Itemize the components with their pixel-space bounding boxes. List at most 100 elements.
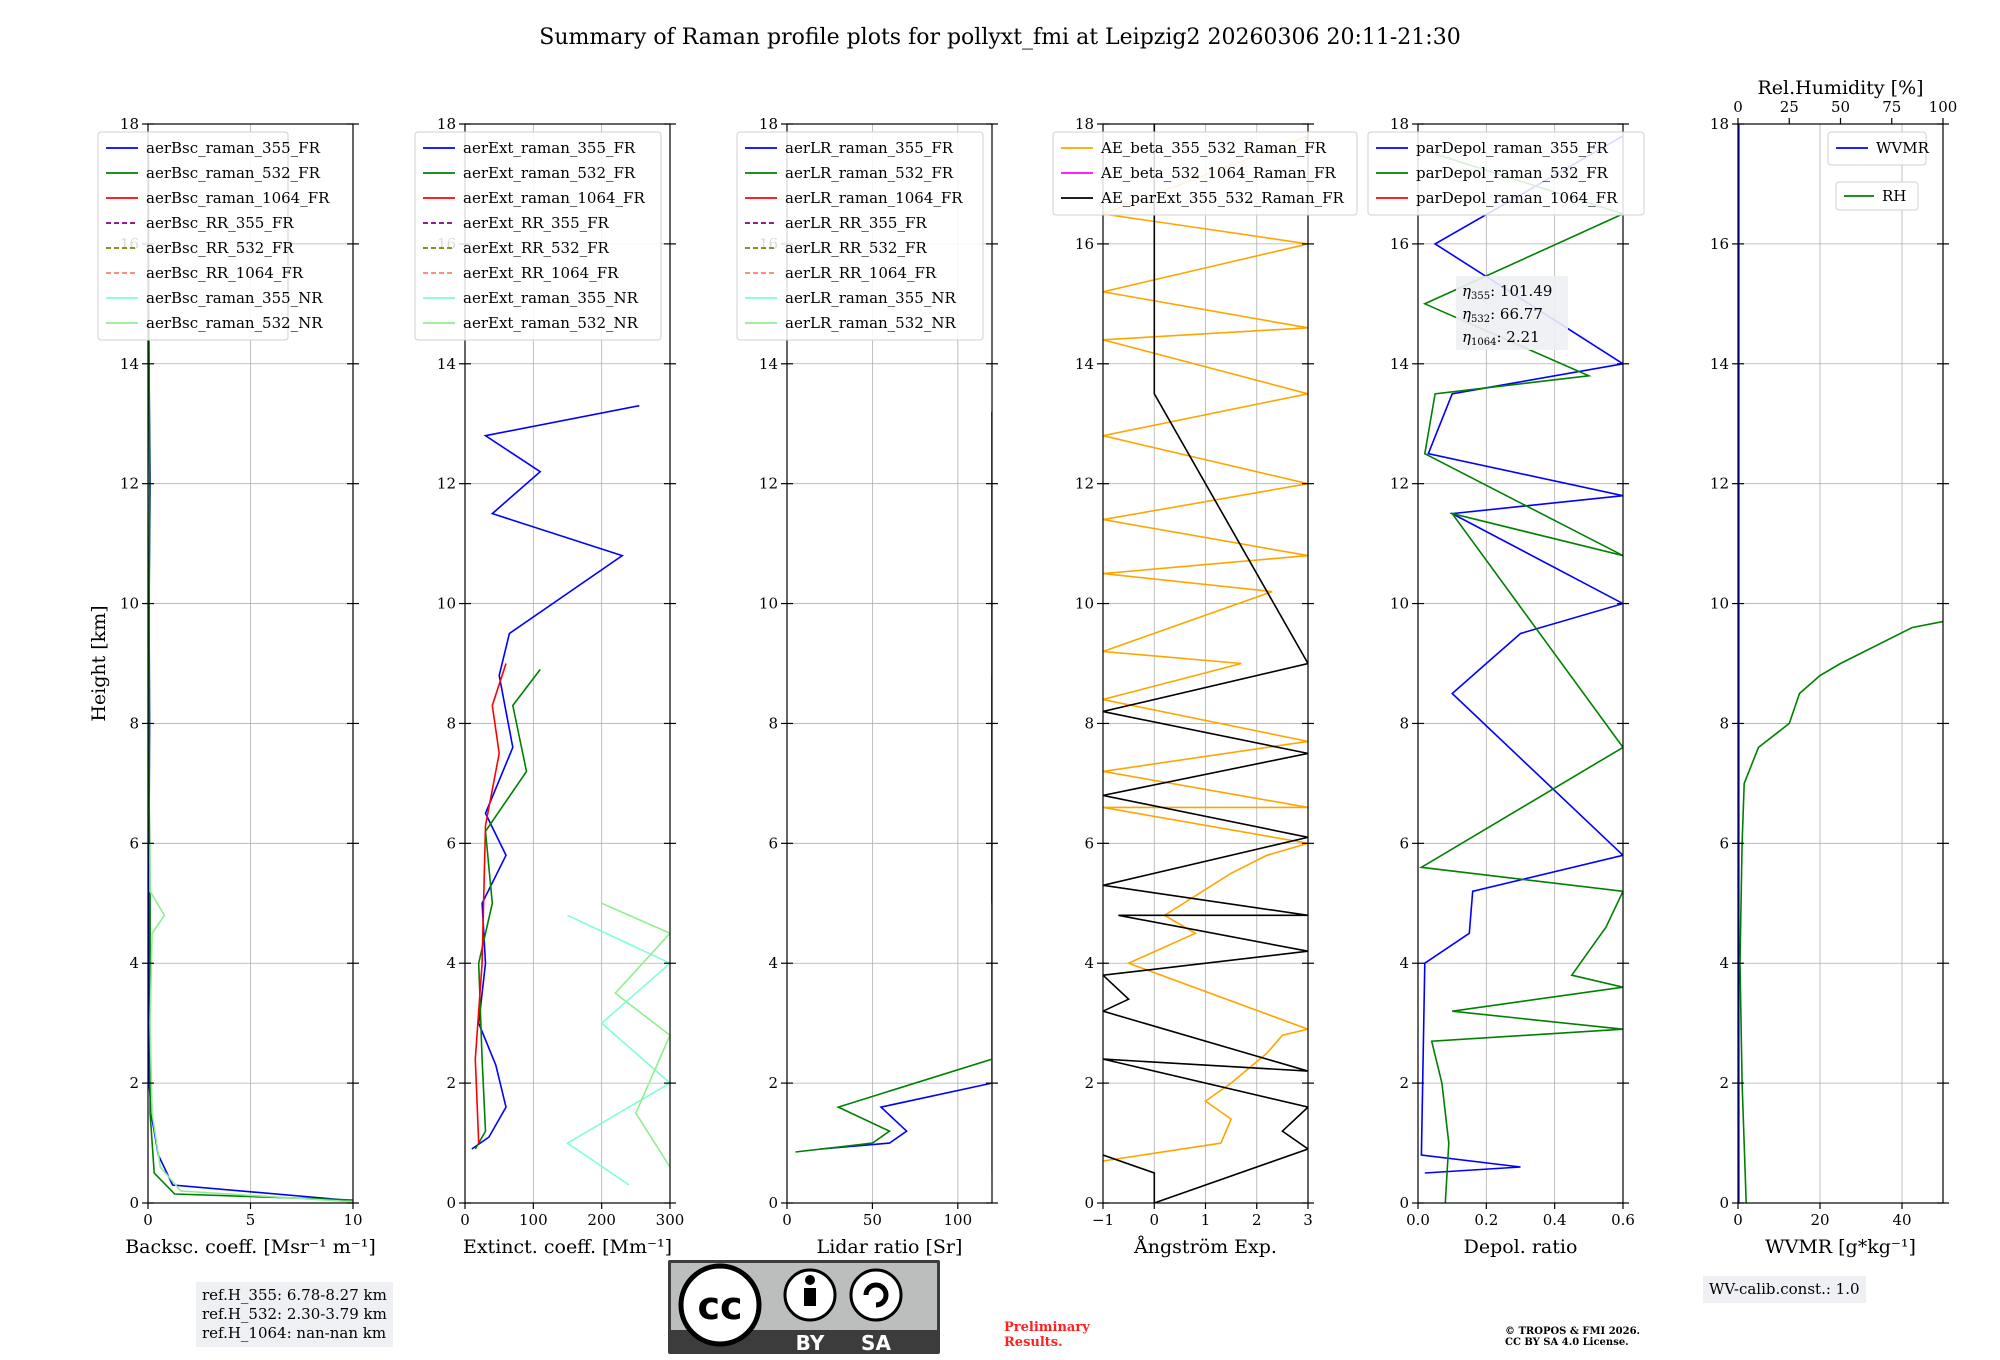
eta-line: η532: 66.77 xyxy=(1462,305,1543,325)
legend-label: aerExt_raman_1064_FR xyxy=(463,189,645,207)
legend-label: aerBsc_raman_532_NR xyxy=(146,314,323,332)
preliminary-line-2: Results. xyxy=(1004,1335,1063,1350)
ytick-label: 2 xyxy=(1399,1074,1409,1092)
legend: aerLR_raman_355_FR aerLR_raman_532_FR aerL… xyxy=(736,131,984,341)
ytick-label: 12 xyxy=(1390,475,1409,493)
ytick-label: 10 xyxy=(1390,595,1409,613)
ytick-label: 6 xyxy=(768,834,778,852)
ytick-label: 4 xyxy=(1399,954,1409,972)
legend-label: aerExt_RR_532_FR xyxy=(463,239,610,257)
xtick-label: 0 xyxy=(782,1211,792,1229)
series-AE_beta_355_532_Raman_FR xyxy=(1103,135,1308,1162)
top-xtick-label: 50 xyxy=(1831,98,1850,116)
panel-bsc: 0246810121416180510Backsc. coeff. [Msr⁻¹… xyxy=(88,115,376,1258)
series-aerLR_raman_532_FR xyxy=(795,675,992,1153)
legend: aerBsc_raman_355_FR aerBsc_raman_532_FRae… xyxy=(97,131,330,341)
ytick-label: 14 xyxy=(1075,355,1094,373)
legend-label: aerLR_RR_532_FR xyxy=(785,239,927,257)
series-aerExt_raman_532_FR xyxy=(474,669,541,1150)
xtick-label: 40 xyxy=(1892,1211,1911,1229)
legend: WVMR RH xyxy=(1827,131,1930,211)
ytick-label: 10 xyxy=(1075,595,1094,613)
legend-label: aerExt_raman_532_FR xyxy=(463,164,636,182)
xlabel: Extinct. coeff. [Mm⁻¹] xyxy=(463,1236,672,1258)
legend-label: aerBsc_raman_1064_FR xyxy=(146,189,330,207)
xtick-label: 0.0 xyxy=(1406,1211,1430,1229)
legend-label: aerLR_raman_532_NR xyxy=(785,314,956,332)
xlabel: Ångström Exp. xyxy=(1133,1236,1277,1258)
sa-text: SA xyxy=(861,1331,891,1355)
ytick-label: 4 xyxy=(1084,954,1094,972)
ytick-label: 14 xyxy=(120,355,139,373)
cc-icon xyxy=(678,1263,762,1347)
ytick-label: 0 xyxy=(446,1194,456,1212)
ytick-label: 2 xyxy=(129,1074,139,1092)
ytick-label: 10 xyxy=(437,595,456,613)
legend: AE_beta_355_532_Raman_FR AE_beta_532_1064… xyxy=(1052,131,1358,216)
eta-line: η355: 101.49 xyxy=(1462,282,1552,302)
legend-label: aerLR_raman_532_FR xyxy=(785,164,954,182)
ytick-label: 16 xyxy=(1710,235,1729,253)
xlabel: Backsc. coeff. [Msr⁻¹ m⁻¹] xyxy=(125,1236,376,1258)
ytick-label: 0 xyxy=(768,1194,778,1212)
ytick-label: 12 xyxy=(1710,475,1729,493)
xtick-label: 10 xyxy=(343,1211,362,1229)
figure-title: Summary of Raman profile plots for polly… xyxy=(539,25,1460,50)
ytick-label: 18 xyxy=(437,115,456,133)
axes-frame xyxy=(786,123,993,1204)
wv-calib-box: WV-calib.const.: 1.0 xyxy=(1703,1276,1866,1303)
legend-label: parDepol_raman_532_FR xyxy=(1416,164,1609,182)
series-AE_parExt_355_532_Raman_FR xyxy=(1103,124,1308,1203)
ytick-label: 8 xyxy=(446,714,456,732)
ytick-label: 8 xyxy=(1399,714,1409,732)
ytick-label: 8 xyxy=(1084,714,1094,732)
legend-label: aerBsc_RR_355_FR xyxy=(146,214,294,232)
credit-line-2: CC BY SA 4.0 License. xyxy=(1505,1337,1629,1348)
xtick-label: 2 xyxy=(1252,1211,1262,1229)
ytick-label: 18 xyxy=(1390,115,1409,133)
series-aerExt_raman_1064_FR xyxy=(474,663,507,1144)
legend-label: AE_beta_532_1064_Raman_FR xyxy=(1100,164,1336,182)
ytick-label: 12 xyxy=(1075,475,1094,493)
ytick-label: 2 xyxy=(1719,1074,1729,1092)
legend-label: aerLR_RR_355_FR xyxy=(785,214,927,232)
ytick-label: 0 xyxy=(1084,1194,1094,1212)
legend: parDepol_raman_355_FR parDepol_raman_532_… xyxy=(1367,131,1645,216)
ytick-label: 14 xyxy=(759,355,778,373)
legend-label: aerLR_raman_355_FR xyxy=(785,139,954,157)
xlabel: Depol. ratio xyxy=(1464,1236,1578,1258)
legend-box xyxy=(736,131,984,341)
legend-label: aerBsc_raman_355_NR xyxy=(146,289,323,307)
legend-label: aerExt_RR_355_FR xyxy=(463,214,610,232)
xtick-label: 3 xyxy=(1303,1211,1313,1229)
xlabel: WVMR [g*kg⁻¹] xyxy=(1765,1236,1916,1258)
xtick-label: 100 xyxy=(944,1211,973,1229)
ytick-label: 2 xyxy=(446,1074,456,1092)
xtick-label: 50 xyxy=(863,1211,882,1229)
ytick-label: 6 xyxy=(1084,834,1094,852)
ref-height-1064: ref.H_1064: nan-nan km xyxy=(202,1324,387,1342)
top-xtick-label: 75 xyxy=(1882,98,1901,116)
axes-frame xyxy=(1417,123,1624,1204)
legend-label: parDepol_raman_355_FR xyxy=(1416,139,1609,157)
legend-label: aerBsc_raman_532_FR xyxy=(146,164,321,182)
copyright-credit: © TROPOS & FMI 2026. CC BY SA 4.0 Licens… xyxy=(1505,1326,1640,1348)
top-xtick-label: 100 xyxy=(1929,98,1958,116)
xtick-label: 300 xyxy=(656,1211,685,1229)
xtick-label: 100 xyxy=(519,1211,548,1229)
legend-label: parDepol_raman_1064_FR xyxy=(1416,189,1618,207)
top-xtick-label: 25 xyxy=(1780,98,1799,116)
xtick-label: 0 xyxy=(143,1211,153,1229)
ytick-label: 18 xyxy=(1075,115,1094,133)
ytick-label: 12 xyxy=(759,475,778,493)
ytick-label: 4 xyxy=(1719,954,1729,972)
cc-text: cc xyxy=(697,1284,742,1328)
legend-label: AE_parExt_355_532_Raman_FR xyxy=(1100,189,1345,207)
series-parDepol_raman_532_FR xyxy=(1418,153,1623,1203)
legend2-box xyxy=(1835,181,1919,211)
legend-label: aerExt_raman_355_NR xyxy=(463,289,639,307)
ytick-label: 12 xyxy=(120,475,139,493)
xlabel: Lidar ratio [Sr] xyxy=(817,1236,963,1258)
